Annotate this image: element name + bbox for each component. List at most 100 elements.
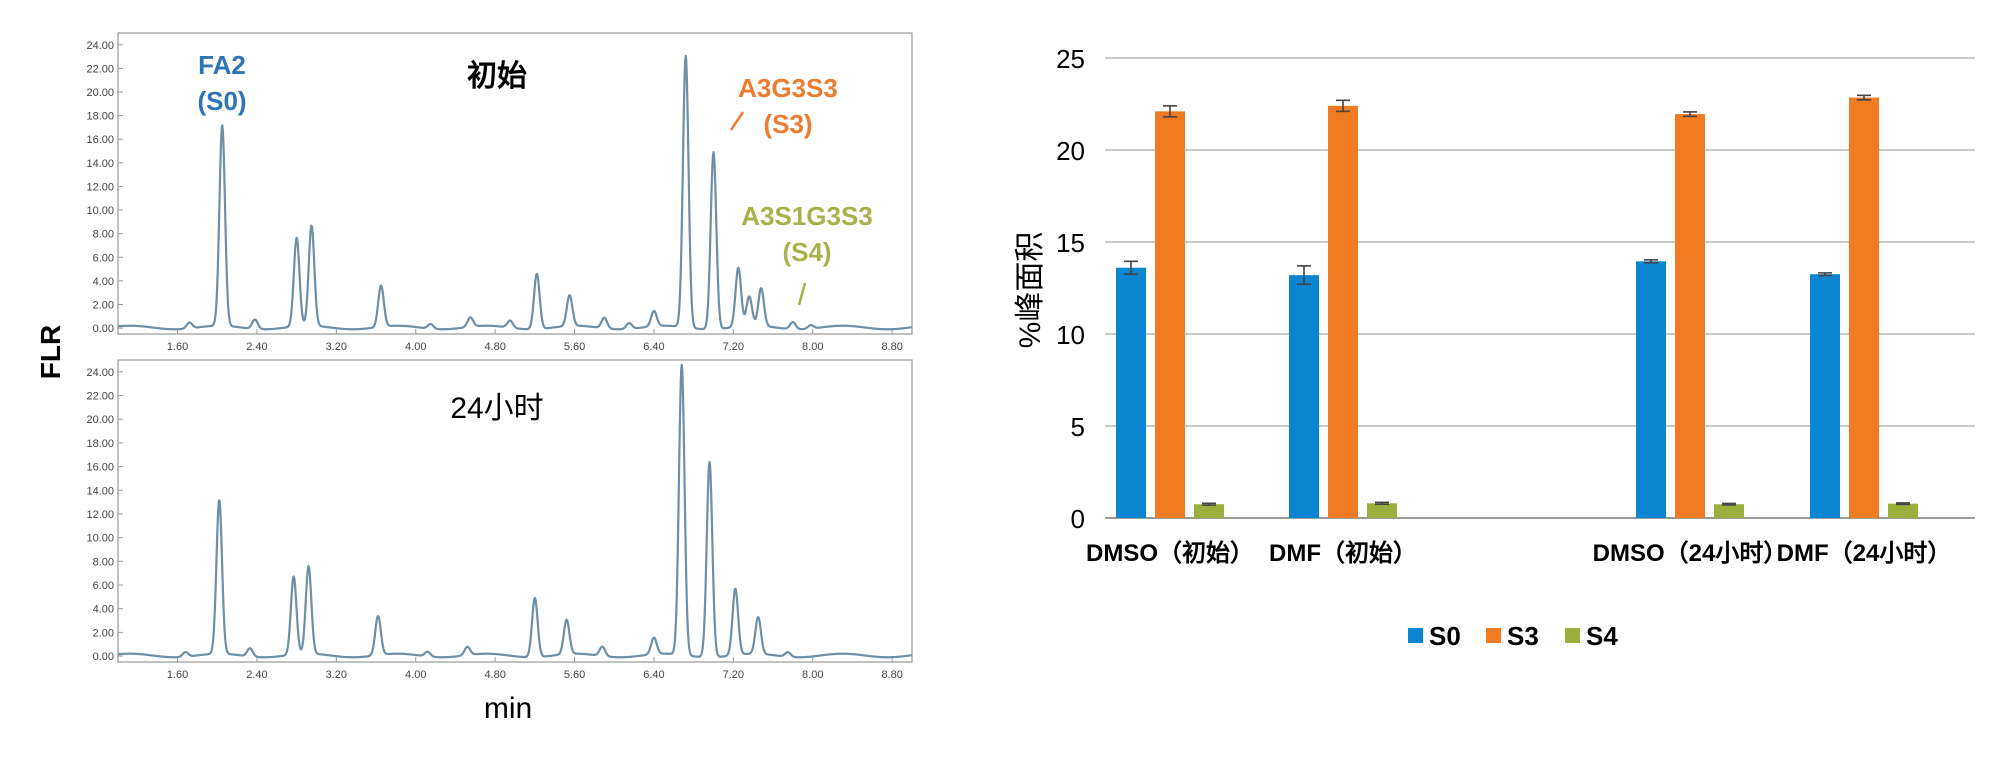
bar-s3 [1849,97,1879,518]
annotation-a3g3s3-name: A3G3S3 [738,73,838,103]
y-tick-label: 25 [1056,44,1085,74]
x-tick-label: 7.20 [723,669,744,681]
annotation-a3s1g3s3-name: A3S1G3S3 [741,201,873,231]
x-tick-label: 8.80 [881,669,902,681]
bar-chart-bars [1116,94,1918,519]
chromatogram-24h-title: 24小时 [450,392,543,425]
x-tick-label: 1.60 [167,341,188,353]
chromatogram-24h-frame [117,359,913,663]
category-label: DMSO（24小时） [1593,540,1788,567]
y-tick-label: 4.00 [93,276,114,288]
category-label: DMF（24小时） [1777,540,1952,567]
legend-swatch-s3 [1486,628,1501,643]
y-tick-label: 0.00 [93,323,114,335]
x-tick-label: 4.80 [484,669,505,681]
chromatogram-24h-trace [117,363,913,659]
x-tick-label: 8.00 [802,669,823,681]
y-tick-label: 10 [1056,320,1085,350]
y-tick-label: 14.00 [86,485,114,497]
category-label: DMSO（初始） [1086,540,1254,567]
annotation-fa2: FA2 (S0) [197,50,246,116]
x-tick-label: 7.20 [723,341,744,353]
chromatogram-24h: 0.00 2.00 4.00 6.00 8.00 10.00 12.00 14.00 16.00… [86,359,913,681]
bar-chart-y-axis-label: %峰面积 [1014,232,1047,349]
min-axis-label: min [484,692,532,725]
legend-label-s0: S0 [1429,621,1461,651]
y-tick-label: 24.00 [86,367,114,379]
peak-area-bar-chart: 0 5 10 15 20 25 DMSO（初始） DMF（初始） DMSO（24小时）DMF（… [1014,44,1975,651]
y-tick-label: 16.00 [86,462,114,474]
x-tick-label: 8.80 [881,341,902,353]
y-tick-label: 15 [1056,228,1085,258]
annotation-a3s1g3s3: A3S1G3S3 (S4) [741,201,873,306]
y-tick-label: 2.00 [93,627,114,639]
x-tick-label: 2.40 [246,669,267,681]
chromatogram-24h-y-ticks: 0.00 2.00 4.00 6.00 8.00 10.00 12.00 14.00 16.00… [86,367,123,663]
flr-axis-label: FLR [35,325,66,379]
legend-label-s4: S4 [1586,621,1618,651]
y-tick-label: 12.00 [86,181,114,193]
y-tick-label: 22.00 [86,63,114,75]
x-tick-label: 4.80 [484,341,505,353]
y-tick-label: 18.00 [86,438,114,450]
legend-label-s3: S3 [1507,621,1539,651]
y-tick-label: 24.00 [86,40,114,52]
y-tick-label: 20.00 [86,414,114,426]
annotation-a3g3s3: A3G3S3 (S3) [729,73,838,139]
annotation-fa2-name: FA2 [198,50,246,80]
bar-s3 [1155,111,1185,519]
bar-s0 [1289,275,1319,518]
y-tick-label: 14.00 [86,158,114,170]
y-tick-label: 2.00 [93,299,114,311]
x-tick-label: 6.40 [643,341,664,353]
y-tick-label: 20 [1056,136,1085,166]
y-tick-label: 18.00 [86,111,114,123]
y-tick-label: 6.00 [93,580,114,592]
y-tick-label: 6.00 [93,252,114,264]
bar-chart-legend: S0 S3 S4 [1408,621,1618,651]
chromatogram-initial-frame [117,32,913,335]
bar-chart-gridlines [1105,57,1975,519]
chromatogram-initial-title: 初始 [467,60,527,93]
x-tick-label: 8.00 [802,341,823,353]
bar-s4 [1367,503,1397,518]
bar-s0 [1810,274,1840,518]
bar-s4 [1714,504,1744,518]
x-tick-label: 4.00 [405,341,426,353]
chromatogram-initial-trace [117,54,913,331]
y-tick-label: 16.00 [86,134,114,146]
bar-s3 [1328,105,1358,518]
y-tick-label: 22.00 [86,391,114,403]
x-tick-label: 6.40 [643,669,664,681]
bar-s4 [1888,503,1918,518]
chromatogram-initial-x-ticks: 1.60 2.40 3.20 4.00 4.80 5.60 6.40 7.20 8.00 8.80 [167,329,903,353]
annotation-a3s1g3s3-code: (S4) [782,237,831,267]
y-tick-label: 10.00 [86,205,114,217]
x-tick-label: 3.20 [326,341,347,353]
x-tick-label: 5.60 [564,341,585,353]
chromatogram-initial: 0.00 2.00 4.00 6.00 8.00 10.00 12.00 14.00 16.00… [86,32,913,353]
bar-s0 [1636,261,1666,518]
annotation-a3s1g3s3-pointer [797,282,807,306]
x-tick-label: 4.00 [405,669,426,681]
x-tick-label: 3.20 [326,669,347,681]
x-tick-label: 5.60 [564,669,585,681]
annotation-a3g3s3-code: (S3) [763,109,812,139]
annotation-fa2-code: (S0) [197,86,246,116]
y-tick-label: 0.00 [93,651,114,663]
legend-swatch-s4 [1565,628,1580,643]
x-tick-label: 1.60 [167,669,188,681]
y-tick-label: 4.00 [93,604,114,616]
bar-s4 [1194,504,1224,518]
y-tick-label: 10.00 [86,533,114,545]
annotation-a3g3s3-pointer [729,111,745,131]
bar-chart-y-ticks: 0 5 10 15 20 25 [1056,44,1085,534]
y-tick-label: 5 [1071,412,1085,442]
y-tick-label: 20.00 [86,87,114,99]
y-tick-label: 0 [1071,504,1085,534]
category-label: DMF（初始） [1269,540,1417,567]
y-tick-label: 8.00 [93,556,114,568]
legend-swatch-s0 [1408,628,1423,643]
bar-chart-category-labels: DMSO（初始） DMF（初始） DMSO（24小时）DMF（24小时） [1086,540,1951,567]
